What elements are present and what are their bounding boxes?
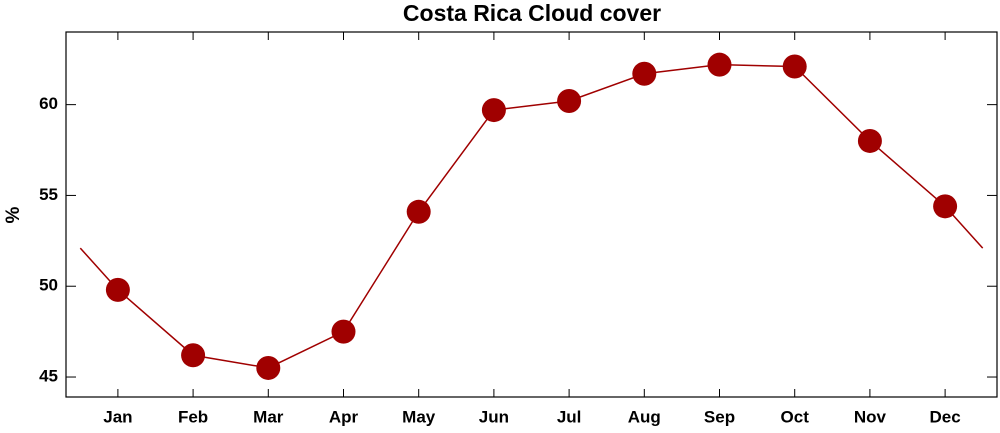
chart-title: Costa Rica Cloud cover (403, 0, 661, 26)
marker (105, 277, 130, 302)
x-tick-label: Jan (103, 407, 132, 426)
marker (707, 52, 732, 77)
marker (632, 61, 657, 86)
x-tick-label: Oct (781, 407, 810, 426)
x-tick-label: Jul (557, 407, 582, 426)
marker (181, 343, 206, 368)
x-tick-label: Feb (178, 407, 208, 426)
marker (481, 98, 506, 123)
marker (782, 54, 807, 79)
x-tick-label: May (402, 407, 436, 426)
marker (857, 128, 882, 153)
y-tick-label: 45 (39, 367, 58, 386)
marker (557, 89, 582, 114)
marker (406, 199, 431, 224)
x-tick-label: Jun (479, 407, 509, 426)
y-tick-label: 50 (39, 276, 58, 295)
x-tick-label: Aug (628, 407, 661, 426)
y-axis-label: % (3, 206, 24, 223)
marker (256, 355, 281, 380)
y-tick-label: 60 (39, 94, 58, 113)
x-tick-label: Nov (854, 407, 887, 426)
series-line (117, 63, 946, 369)
x-tick-label: Sep (704, 407, 735, 426)
marker (933, 194, 958, 219)
x-tick-label: Dec (930, 407, 961, 426)
plot-frame (65, 31, 998, 398)
y-tick-label: 55 (39, 185, 58, 204)
x-tick-label: Mar (253, 407, 284, 426)
x-tick-label: Apr (329, 407, 359, 426)
marker (331, 319, 356, 344)
